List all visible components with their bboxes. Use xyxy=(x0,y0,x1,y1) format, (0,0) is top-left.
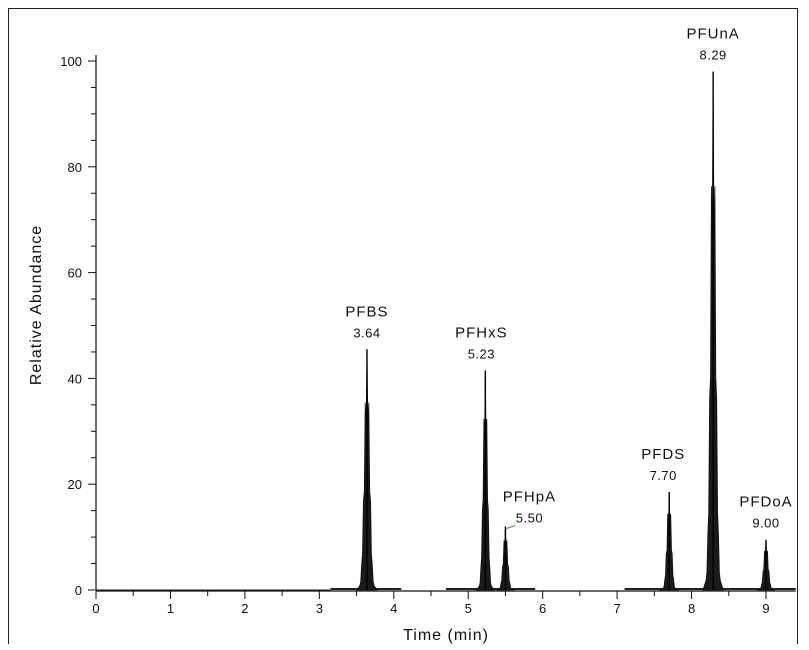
y-axis-title: Relative Abundance xyxy=(28,225,45,385)
y-tick-label: 100 xyxy=(60,54,82,69)
x-tick-label: 0 xyxy=(92,601,99,616)
x-tick-label: 1 xyxy=(167,601,174,616)
x-tick-label: 2 xyxy=(241,601,248,616)
x-tick-label: 7 xyxy=(613,601,620,616)
peak-rt-label: 5.23 xyxy=(468,346,495,361)
x-tick-label: 8 xyxy=(688,601,695,616)
y-tick-label: 0 xyxy=(75,583,82,598)
x-tick-label: 3 xyxy=(316,601,323,616)
peak-name-label: PFDS xyxy=(641,446,685,463)
x-axis: 0 1 2 3 4 5 6 7 8 9 xyxy=(92,591,795,616)
peak-rt-label: 9.00 xyxy=(752,516,779,531)
x-tick-label: 9 xyxy=(762,601,769,616)
peak-name-label: PFDoA xyxy=(739,494,792,511)
peak-rt-label: 8.29 xyxy=(699,48,726,63)
y-axis: 0 20 40 60 80 100 xyxy=(60,54,96,598)
chromatogram-trace xyxy=(96,72,796,590)
x-axis-title: Time (min) xyxy=(403,627,489,644)
peak-name-label: PFHxS xyxy=(455,324,508,341)
x-tick-label: 4 xyxy=(390,601,397,616)
y-tick-label: 60 xyxy=(68,266,82,281)
y-tick-label: 20 xyxy=(68,477,82,492)
peak-name-label: PFUnA xyxy=(686,26,739,43)
peak-name-label: PFHpA xyxy=(503,489,556,506)
x-tick-label: 6 xyxy=(539,601,546,616)
y-tick-label: 80 xyxy=(68,160,82,175)
peak-name-label: PFBS xyxy=(345,303,388,320)
peak-rt-label: 3.64 xyxy=(353,325,380,340)
peak-rt-label: 7.70 xyxy=(650,468,677,483)
y-tick-label: 40 xyxy=(68,371,82,386)
label-leader-line xyxy=(506,526,515,529)
x-tick-label: 5 xyxy=(465,601,472,616)
peak-rt-label: 5.50 xyxy=(516,511,543,526)
peak-labels: 3.64 PFBS 5.23 PFHxS 5.50 PFHpA 7.70 PFDS 8.29 PF… xyxy=(345,26,792,531)
